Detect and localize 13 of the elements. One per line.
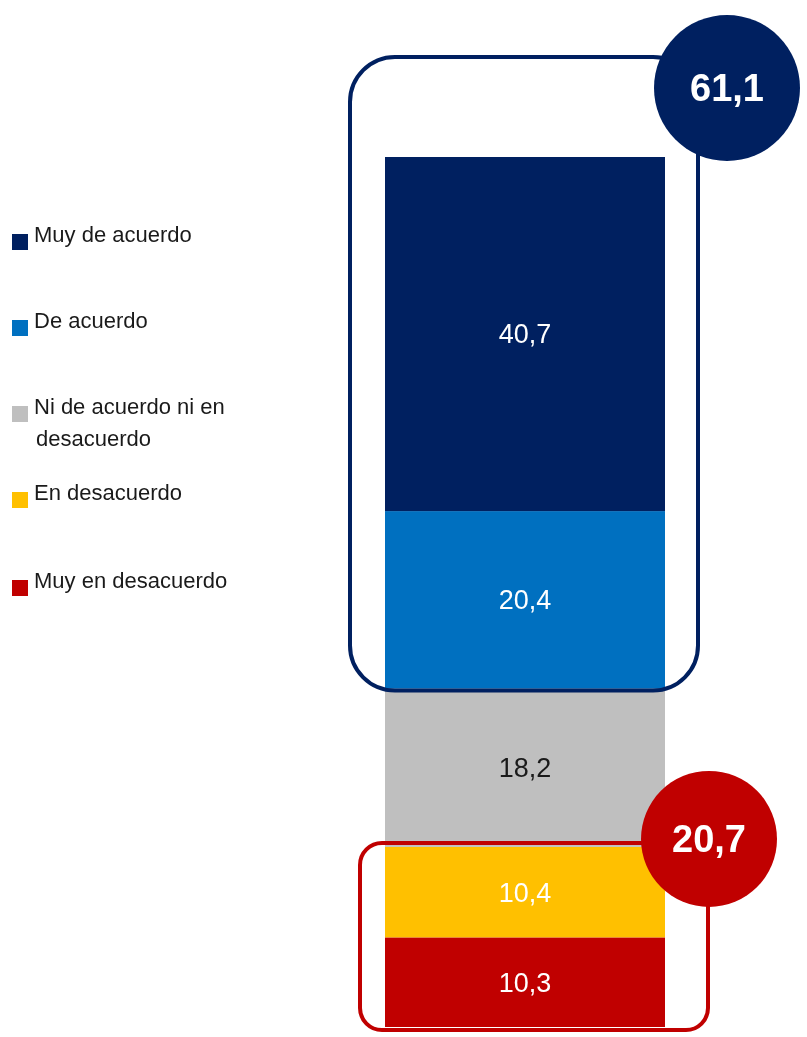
legend-label: Muy en desacuerdo bbox=[34, 568, 228, 593]
legend-label: Ni de acuerdo ni en desacuerdo bbox=[34, 394, 225, 451]
data-label: 20,4 bbox=[498, 585, 552, 616]
bar bbox=[385, 511, 665, 689]
data-label: 10,4 bbox=[498, 877, 552, 908]
text: 61,1 bbox=[690, 67, 764, 110]
data-label: 40,7 bbox=[498, 319, 552, 350]
legend-label: Muy de acuerdo bbox=[34, 222, 192, 247]
text: 20,7 bbox=[672, 818, 746, 861]
legend-label: De acuerdo bbox=[34, 308, 148, 333]
data-label: 18,2 bbox=[498, 753, 552, 784]
data-label: 10,3 bbox=[498, 967, 552, 998]
legend-label: En desacuerdo bbox=[34, 480, 182, 505]
